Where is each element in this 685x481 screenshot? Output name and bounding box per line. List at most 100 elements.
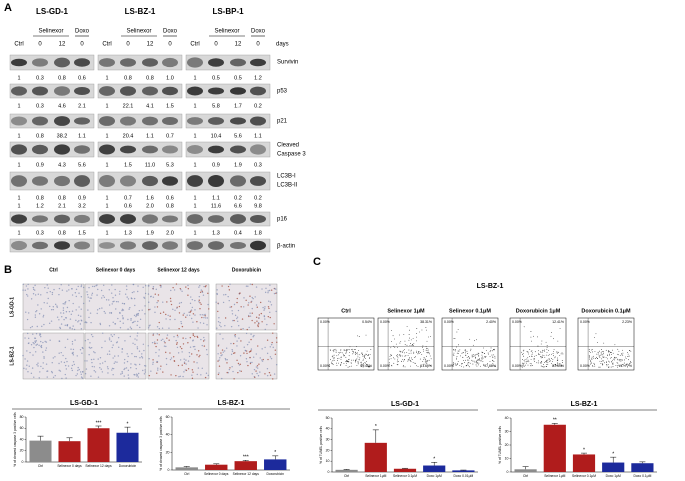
ihc-cell — [269, 356, 272, 358]
ihc-cell — [230, 325, 233, 328]
flow-event — [412, 362, 414, 363]
band-value: 5.8 — [212, 103, 220, 109]
x-tick-label: Doxorubicin — [119, 464, 137, 468]
flow-event — [611, 360, 613, 362]
ihc-cell — [238, 337, 240, 339]
ihc-cell — [127, 374, 129, 376]
ihc-cell — [137, 372, 140, 375]
ihc-cell — [240, 306, 242, 308]
flow-event — [335, 362, 337, 364]
ihc-cell — [192, 340, 194, 342]
flow-event — [475, 353, 477, 355]
ihc-cell — [52, 376, 55, 378]
ihc-cell — [237, 325, 240, 327]
ihc-cell — [216, 289, 218, 291]
ihc-cell — [165, 351, 167, 354]
flow-event — [614, 359, 615, 361]
ihc-cell — [61, 377, 63, 380]
ihc-cell — [246, 328, 248, 331]
flow-event — [454, 349, 456, 350]
ihc-cell — [30, 298, 33, 300]
ihc-cell — [60, 351, 62, 354]
flow-event — [342, 355, 344, 357]
ihc-cell — [183, 312, 185, 315]
flow-event — [409, 337, 410, 339]
flow-event — [487, 363, 488, 364]
flow-event — [418, 351, 419, 352]
ihc-cell — [46, 291, 48, 294]
flow-event — [541, 361, 542, 362]
x-tick-label: Doxo 0.1μM — [633, 474, 651, 478]
flow-event — [553, 365, 555, 367]
flow-event — [456, 346, 457, 348]
band-value: 0.8 — [36, 133, 44, 139]
flow-event — [427, 351, 429, 353]
chart-title: LS-GD-1 — [70, 400, 98, 407]
flow-event — [628, 355, 630, 357]
flow-event — [356, 352, 357, 354]
flow-event — [542, 366, 544, 368]
ihc-cell — [27, 337, 30, 340]
ihc-cell — [188, 314, 191, 316]
ihc-cell — [36, 363, 38, 366]
flow-event — [523, 362, 525, 364]
ihc-cell — [266, 323, 268, 326]
ihc-cell — [125, 367, 128, 369]
band-value: 22.1 — [123, 103, 134, 109]
flow-event — [492, 359, 494, 361]
ihc-cell — [68, 289, 70, 291]
flow-event — [527, 357, 529, 359]
flow-event — [397, 359, 398, 361]
flow-event — [560, 365, 562, 366]
flow-event — [591, 348, 593, 350]
ihc-cell — [191, 298, 194, 301]
flow-event — [357, 362, 359, 364]
flow-event — [477, 364, 479, 366]
flow-event — [553, 355, 554, 357]
ihc-cell — [129, 306, 131, 309]
ihc-cell — [183, 362, 186, 364]
ihc-cell — [225, 359, 227, 361]
flow-event — [348, 361, 350, 363]
ihc-cell — [22, 283, 24, 285]
flow-event — [612, 362, 614, 364]
panel-letter: C — [313, 256, 321, 268]
flow-event — [469, 357, 471, 359]
ihc-cell — [158, 321, 160, 324]
flow-event — [328, 364, 330, 365]
flow-event — [597, 351, 599, 353]
flow-event — [333, 358, 335, 360]
ihc-cell — [157, 367, 159, 369]
ihc-cell — [182, 314, 184, 316]
ihc-cell — [50, 370, 53, 373]
flow-event — [481, 357, 483, 359]
flow-plot — [441, 317, 499, 371]
ihc-cell — [119, 311, 121, 314]
flow-event — [427, 360, 429, 362]
flow-event — [343, 363, 345, 365]
blot-band — [74, 86, 90, 96]
flow-event — [485, 356, 487, 357]
flow-event — [455, 364, 457, 366]
ihc-cell — [202, 322, 205, 325]
flow-event — [345, 365, 347, 366]
ihc-cell — [239, 292, 241, 294]
flow-event — [345, 352, 346, 354]
ihc-cell — [112, 374, 114, 376]
flow-event — [412, 338, 414, 340]
ihc-cell — [173, 336, 175, 338]
ihc-cell — [49, 290, 51, 293]
band-value: 4.1 — [146, 103, 154, 109]
ihc-cell — [203, 345, 206, 347]
bar — [175, 467, 198, 470]
ihc-cell — [144, 371, 147, 373]
ihc-cell — [93, 366, 95, 368]
flow-event — [353, 352, 355, 354]
ihc-cell — [58, 293, 60, 296]
flow-event — [416, 336, 417, 338]
ihc-cell — [132, 342, 134, 345]
panel-letter: B — [4, 264, 12, 276]
flow-event — [557, 362, 559, 364]
ihc-cell — [51, 293, 54, 296]
band-value: 0.6 — [166, 195, 174, 201]
